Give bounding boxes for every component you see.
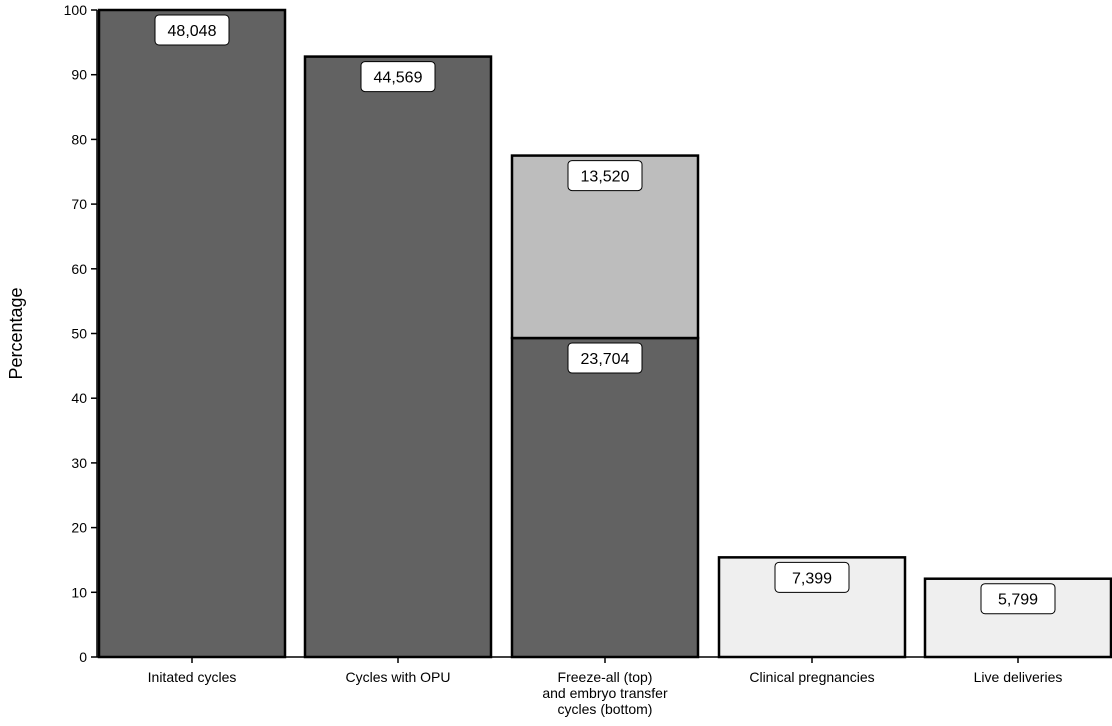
data-label: 5,799 — [998, 592, 1038, 609]
data-label: 48,048 — [168, 23, 217, 40]
y-tick-label: 0 — [79, 649, 87, 665]
bar-segment — [97, 8, 287, 659]
x-tick-label: Cycles with OPU — [345, 669, 450, 685]
data-label-box — [154, 14, 230, 46]
data-label: 13,520 — [581, 169, 630, 186]
bar-segment — [510, 336, 700, 659]
bar-segment — [510, 154, 700, 340]
bar-group: 7,399 — [717, 556, 907, 659]
y-tick-label: 30 — [71, 455, 87, 471]
y-tick-label: 70 — [71, 196, 87, 212]
data-label: 23,704 — [581, 351, 630, 368]
x-tick-label: Live deliveries — [974, 669, 1063, 685]
bar-group: 48,048 — [97, 8, 287, 659]
x-tick-label: Freeze-all (top) — [558, 669, 653, 685]
y-tick-label: 90 — [71, 67, 87, 83]
data-label: 7,399 — [792, 570, 832, 587]
data-label-box — [774, 561, 850, 593]
y-tick-label: 100 — [64, 2, 88, 18]
y-tick-label: 40 — [71, 390, 87, 406]
data-label: 44,569 — [374, 70, 423, 87]
y-tick-label: 80 — [71, 131, 87, 147]
data-label-box — [567, 160, 643, 192]
x-tick-label: Clinical pregnancies — [749, 669, 874, 685]
x-axis: Initated cycles Cycles with OPU Freeze-all… — [97, 656, 1112, 717]
data-label-box — [567, 342, 643, 374]
y-axis-title: Percentage — [6, 287, 26, 379]
data-label-box — [360, 61, 436, 93]
y-tick-label: 20 — [71, 520, 87, 536]
x-tick-label: Initated cycles — [148, 669, 237, 685]
bar-segment — [303, 55, 493, 659]
y-axis: 0 10 20 30 40 50 60 70 80 90 100 — [64, 2, 98, 665]
bar-group: 44,569 — [303, 55, 493, 659]
data-label-box — [980, 583, 1056, 615]
x-tick-label: and embryo transfer — [542, 685, 668, 701]
bars: 48,048 44,569 23,704 13,520 7,399 5,799 — [97, 8, 1112, 659]
bar-group: 5,799 — [923, 577, 1112, 659]
y-tick-label: 50 — [71, 326, 87, 342]
bar-group: 23,704 13,520 — [510, 154, 700, 659]
x-tick-label: cycles (bottom) — [558, 701, 653, 717]
y-tick-label: 60 — [71, 261, 87, 277]
y-tick-label: 10 — [71, 584, 87, 600]
